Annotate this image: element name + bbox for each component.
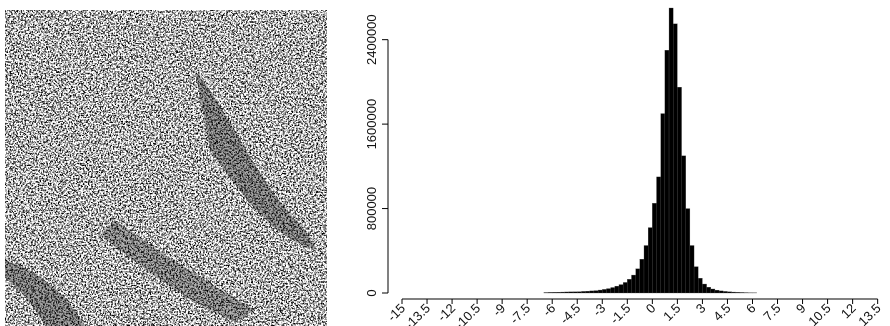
histogram-bar: [593, 290, 599, 294]
histogram-bar: [681, 155, 686, 294]
histogram-bar: [689, 245, 695, 294]
histogram-bar: [648, 227, 653, 294]
histogram-bar: [560, 291, 565, 294]
histogram-bar: [635, 268, 640, 294]
histogram-bar: [652, 203, 657, 294]
y-axis: 0 800000 1600000 2400000: [364, 14, 389, 297]
histogram-bar: [673, 23, 678, 294]
x-tick-label: 0: [643, 301, 659, 317]
histogram-bar: [564, 291, 570, 294]
x-tick-label: -6: [540, 301, 559, 320]
histogram-bar: [718, 290, 724, 294]
histogram-bar: [660, 113, 666, 294]
histogram-bar: [639, 259, 645, 294]
histogram-bar: [631, 274, 636, 294]
x-tick-label: 3: [693, 301, 709, 317]
histogram-bar: [556, 292, 561, 294]
x-tick-label: 7.5: [760, 301, 783, 324]
x-tick-label: 10.5: [805, 301, 834, 326]
histogram-bar: [568, 291, 574, 294]
histogram-bar: [702, 283, 707, 294]
histogram-bar: [735, 292, 741, 294]
x-tick-label: 6: [743, 301, 759, 317]
histogram-bar: [577, 291, 582, 294]
histogram-bar: [706, 287, 711, 294]
histogram-bar: [685, 208, 691, 294]
x-tick-label: 4.5: [710, 301, 733, 324]
histogram-bar: [693, 266, 699, 294]
histogram-bar: [677, 87, 682, 294]
histogram-bar: [698, 278, 703, 294]
histogram-bar: [543, 292, 549, 294]
histogram-bar: [547, 292, 553, 294]
histogram-bar: [710, 288, 716, 294]
histogram-bar: [610, 287, 615, 294]
x-tick-label: -9: [489, 301, 508, 320]
histogram-bar: [731, 291, 736, 294]
x-tick-label: -1.5: [607, 301, 633, 326]
histogram-bars: [543, 7, 757, 294]
histogram-bar: [581, 291, 586, 294]
histogram-bar: [723, 291, 728, 294]
x-tick-label: 9: [793, 301, 809, 317]
histogram-bar: [727, 291, 732, 294]
histogram-bar: [597, 289, 603, 294]
histogram-bar: [668, 7, 674, 294]
raster-image: [5, 10, 327, 326]
histogram-bar: [618, 284, 624, 294]
histogram-bar: [643, 245, 649, 294]
histogram-bar: [622, 282, 628, 294]
x-tick-label: 13.5: [855, 301, 884, 326]
x-tick-label: -7.5: [507, 301, 533, 326]
y-tick-label: 0: [364, 289, 379, 296]
histogram-bar: [614, 285, 620, 294]
histogram-bar: [589, 290, 595, 294]
x-tick-label: -3: [590, 301, 609, 320]
y-tick-label: 800000: [364, 187, 379, 230]
y-tick-label: 1600000: [364, 99, 379, 150]
histogram-bar: [739, 292, 745, 294]
histogram-bar: [585, 291, 590, 294]
x-tick-label: 1.5: [660, 301, 683, 324]
histogram-bar: [714, 289, 720, 294]
histogram-bar: [552, 292, 557, 294]
x-axis: -15-13.5 -12-10.5 -9-7.5 -6-4.5 -3-1.5 0 1.5 3 4…: [384, 298, 884, 326]
histogram-bar: [602, 289, 607, 294]
histogram-bar: [627, 279, 632, 294]
y-tick-label: 2400000: [364, 14, 379, 65]
x-tick-label: -13.5: [402, 301, 434, 326]
x-tick-label: -4.5: [557, 301, 583, 326]
x-tick-label: -10.5: [452, 301, 484, 326]
histogram-bar: [572, 291, 578, 294]
histogram-bar: [664, 50, 670, 294]
histogram-bar: [606, 288, 611, 294]
histogram-bar: [656, 176, 661, 294]
